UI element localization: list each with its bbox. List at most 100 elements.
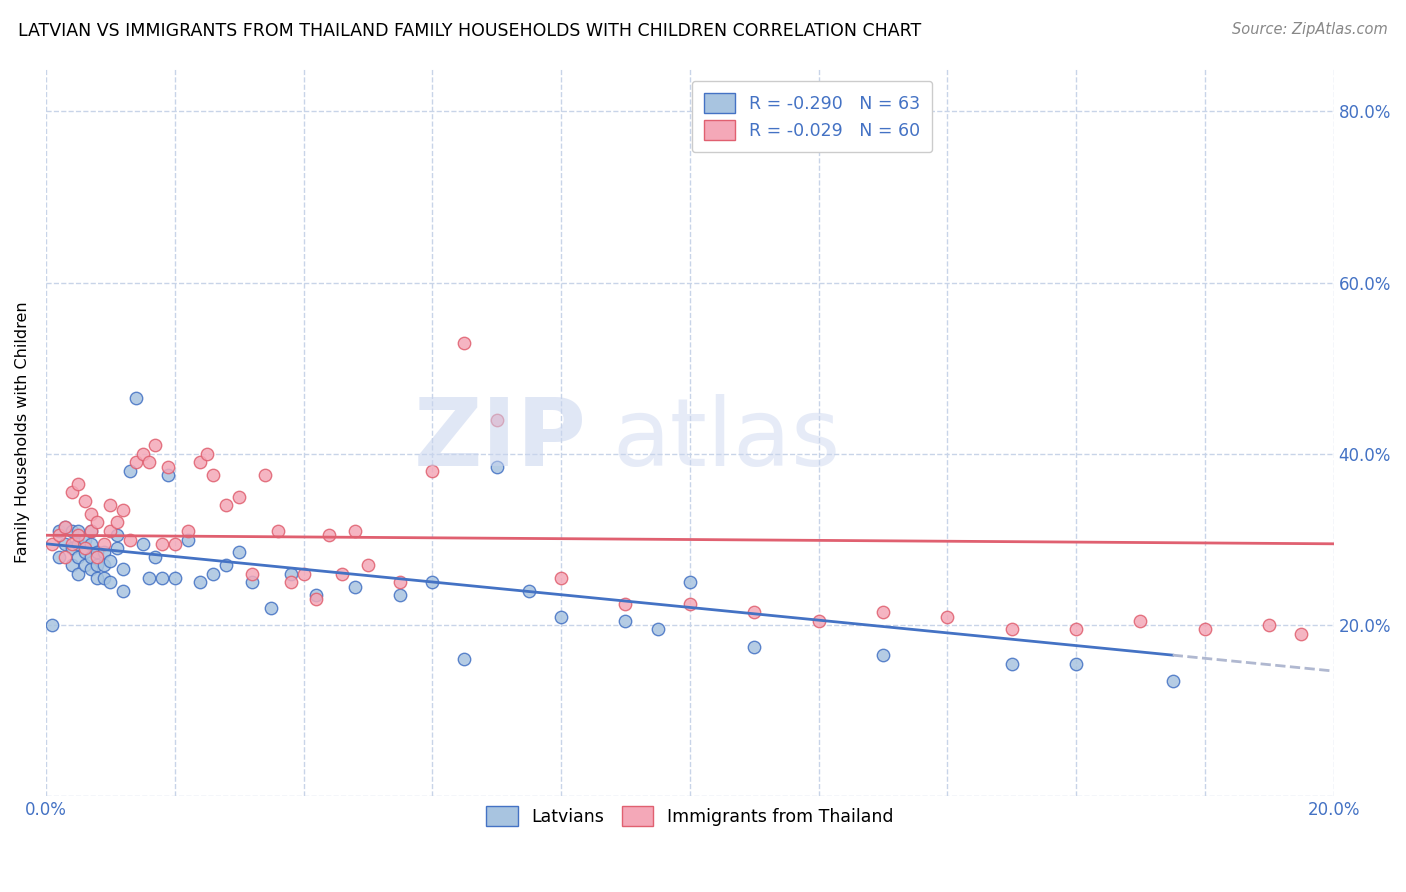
Point	[1258, 618, 1281, 632]
Point	[1161, 673, 1184, 688]
Point	[485, 459, 508, 474]
Legend: Latvians, Immigrants from Thailand: Latvians, Immigrants from Thailand	[478, 797, 903, 835]
Point	[67, 537, 90, 551]
Point	[614, 614, 637, 628]
Point	[202, 468, 225, 483]
Point	[80, 524, 103, 538]
Point	[41, 537, 63, 551]
Point	[93, 545, 115, 559]
Point	[807, 614, 830, 628]
Point	[125, 391, 148, 405]
Point	[936, 609, 959, 624]
Point	[1001, 623, 1024, 637]
Point	[53, 519, 76, 533]
Point	[228, 490, 250, 504]
Text: atlas: atlas	[613, 393, 841, 486]
Point	[195, 447, 218, 461]
Point	[215, 498, 238, 512]
Point	[60, 537, 83, 551]
Point	[131, 447, 153, 461]
Point	[453, 652, 475, 666]
Point	[330, 566, 353, 581]
Point	[67, 528, 90, 542]
Point	[343, 524, 366, 538]
Point	[679, 575, 702, 590]
Point	[280, 566, 302, 581]
Point	[105, 528, 128, 542]
Point	[305, 592, 328, 607]
Point	[240, 575, 263, 590]
Point	[742, 640, 765, 654]
Point	[1194, 623, 1216, 637]
Point	[105, 516, 128, 530]
Point	[118, 464, 141, 478]
Point	[150, 571, 173, 585]
Point	[86, 558, 108, 573]
Point	[53, 519, 76, 533]
Point	[485, 412, 508, 426]
Point	[93, 537, 115, 551]
Point	[647, 623, 669, 637]
Point	[80, 537, 103, 551]
Point	[48, 524, 70, 538]
Point	[357, 558, 380, 573]
Text: LATVIAN VS IMMIGRANTS FROM THAILAND FAMILY HOUSEHOLDS WITH CHILDREN CORRELATION : LATVIAN VS IMMIGRANTS FROM THAILAND FAMI…	[18, 22, 921, 40]
Point	[389, 588, 412, 602]
Point	[86, 571, 108, 585]
Point	[260, 601, 283, 615]
Point	[53, 537, 76, 551]
Point	[267, 524, 290, 538]
Point	[305, 588, 328, 602]
Point	[420, 464, 443, 478]
Point	[67, 524, 90, 538]
Point	[73, 545, 96, 559]
Point	[389, 575, 412, 590]
Point	[318, 528, 340, 542]
Point	[157, 468, 180, 483]
Point	[550, 609, 572, 624]
Point	[60, 558, 83, 573]
Point	[53, 549, 76, 564]
Point	[131, 537, 153, 551]
Point	[1064, 657, 1087, 671]
Point	[1291, 626, 1313, 640]
Point	[48, 549, 70, 564]
Point	[253, 468, 276, 483]
Point	[112, 562, 135, 576]
Point	[67, 476, 90, 491]
Point	[86, 545, 108, 559]
Point	[163, 571, 186, 585]
Point	[73, 541, 96, 555]
Point	[80, 507, 103, 521]
Point	[60, 541, 83, 555]
Point	[145, 438, 167, 452]
Point	[86, 549, 108, 564]
Point	[60, 485, 83, 500]
Point	[215, 558, 238, 573]
Point	[190, 455, 212, 469]
Point	[614, 597, 637, 611]
Point	[1001, 657, 1024, 671]
Point	[41, 618, 63, 632]
Y-axis label: Family Households with Children: Family Households with Children	[15, 301, 30, 563]
Point	[93, 571, 115, 585]
Point	[240, 566, 263, 581]
Point	[138, 455, 160, 469]
Point	[93, 558, 115, 573]
Point	[67, 566, 90, 581]
Point	[190, 575, 212, 590]
Point	[80, 562, 103, 576]
Point	[98, 524, 121, 538]
Point	[872, 648, 894, 662]
Point	[453, 335, 475, 350]
Point	[176, 533, 198, 547]
Point	[105, 541, 128, 555]
Point	[98, 575, 121, 590]
Point	[517, 583, 540, 598]
Point	[176, 524, 198, 538]
Point	[98, 554, 121, 568]
Point	[679, 597, 702, 611]
Text: ZIP: ZIP	[413, 393, 586, 486]
Point	[112, 583, 135, 598]
Point	[67, 549, 90, 564]
